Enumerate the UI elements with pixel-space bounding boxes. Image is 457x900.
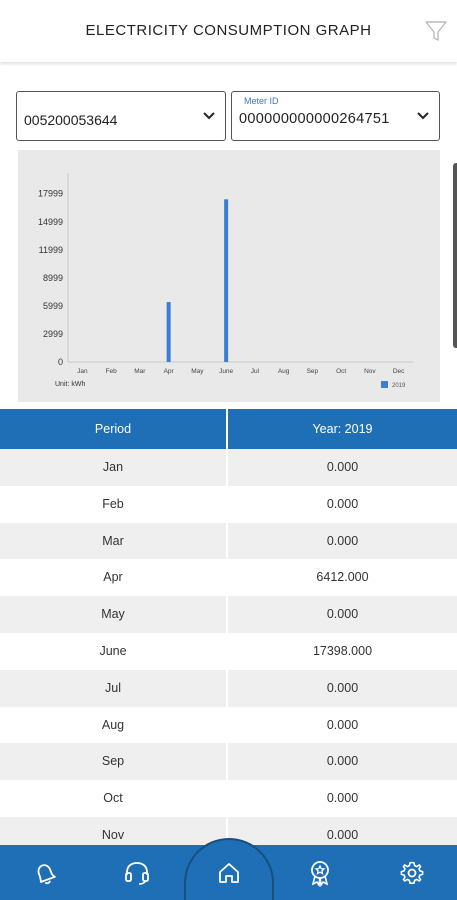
table-row: Feb 0.000 bbox=[0, 485, 457, 523]
y-tick-label: 2999 bbox=[43, 329, 63, 339]
x-tick-label: Feb bbox=[106, 368, 118, 375]
filter-icon[interactable] bbox=[423, 18, 449, 44]
meter-id-dropdown[interactable]: Meter ID 000000000000264751 bbox=[231, 91, 440, 141]
chart-canvas: 0 2999 5999 8999 11999 14999 17999 Jan Feb Mar Apr… bbox=[38, 173, 413, 389]
table-row: Jul 0.000 bbox=[0, 669, 457, 707]
row-divider bbox=[226, 816, 228, 854]
row-divider bbox=[226, 669, 228, 707]
table-header: Period Year: 2019 bbox=[0, 409, 457, 449]
table-row: Sep 0.000 bbox=[0, 743, 457, 781]
table-row: Aug 0.000 bbox=[0, 706, 457, 744]
x-tick-label: Aug bbox=[278, 368, 290, 375]
page-title: ELECTRICITY CONSUMPTION GRAPH bbox=[85, 22, 372, 39]
x-tick-label: Nov bbox=[364, 368, 376, 375]
x-tick-label: Apr bbox=[164, 368, 175, 375]
row-divider bbox=[226, 449, 228, 486]
table-row: June 17398.000 bbox=[0, 632, 457, 670]
consumption-cell: 0.000 bbox=[326, 460, 359, 474]
account-dropdown[interactable]: 005200053644 bbox=[16, 91, 226, 141]
nav-rewards[interactable] bbox=[290, 845, 350, 900]
row-divider bbox=[226, 743, 228, 781]
row-divider bbox=[226, 596, 228, 633]
y-tick-label: 11999 bbox=[39, 245, 63, 255]
consumption-cell: 0.000 bbox=[326, 533, 359, 548]
row-divider bbox=[226, 559, 228, 597]
table-row: Oct 0.000 bbox=[0, 780, 457, 817]
x-tick-label: Dec bbox=[393, 368, 405, 375]
x-tick-label: Oct bbox=[336, 368, 346, 375]
period-cell: Apr bbox=[103, 570, 123, 585]
meter-id-value: 000000000000264751 bbox=[239, 111, 390, 127]
period-cell: Jul bbox=[105, 680, 121, 695]
period-cell: Oct bbox=[103, 791, 123, 806]
consumption-cell: 0.000 bbox=[326, 607, 359, 622]
y-tick-label: 14999 bbox=[38, 217, 63, 227]
consumption-cell: 0.000 bbox=[326, 496, 359, 511]
headset-icon bbox=[125, 861, 149, 885]
legend-label: 2019 bbox=[392, 383, 406, 389]
nav-support[interactable] bbox=[107, 845, 167, 900]
table-body: Jan 0.000 Feb 0.000 Mar 0.000 Apr 6412.000 May 0.… bbox=[0, 449, 457, 854]
chevron-down-icon bbox=[417, 112, 429, 120]
table-row: Apr 6412.000 bbox=[0, 559, 457, 597]
x-tick-label: Sep bbox=[307, 368, 319, 375]
consumption-table: Period Year: 2019 Jan 0.000 Feb 0.000 Mar 0.0… bbox=[0, 409, 457, 854]
table-row: May 0.000 bbox=[0, 596, 457, 633]
period-cell: Feb bbox=[102, 496, 124, 511]
consumption-cell: 0.000 bbox=[326, 791, 359, 806]
nav-home[interactable] bbox=[199, 850, 259, 895]
consumption-cell: 0.000 bbox=[326, 754, 359, 769]
y-tick-label: 5999 bbox=[43, 301, 63, 311]
x-tick-label: Mar bbox=[134, 368, 146, 375]
legend-swatch bbox=[381, 381, 388, 388]
x-tick-label: Jul bbox=[251, 368, 260, 375]
bar-apr bbox=[166, 302, 171, 362]
period-cell: Mar bbox=[102, 533, 124, 548]
period-cell: May bbox=[101, 607, 125, 622]
row-divider bbox=[226, 706, 228, 744]
row-divider bbox=[226, 522, 228, 560]
header-divider bbox=[226, 409, 228, 449]
nav-settings[interactable] bbox=[382, 845, 442, 900]
table-row: Jan 0.000 bbox=[0, 449, 457, 486]
consumption-cell: 0.000 bbox=[326, 827, 359, 842]
unit-label: Unit: kWh bbox=[55, 381, 85, 388]
column-header-year: Year: 2019 bbox=[312, 422, 373, 436]
row-divider bbox=[226, 485, 228, 523]
table-row: Mar 0.000 bbox=[0, 522, 457, 560]
consumption-cell: 0.000 bbox=[326, 680, 359, 695]
side-scroll-handle[interactable] bbox=[453, 163, 457, 348]
consumption-cell: 17398.000 bbox=[312, 643, 373, 658]
row-divider bbox=[226, 780, 228, 817]
column-header-period: Period bbox=[94, 422, 132, 436]
period-cell: June bbox=[99, 643, 127, 658]
bell-icon bbox=[37, 863, 56, 884]
x-tick-label: Jan bbox=[77, 368, 88, 375]
x-tick-label: May bbox=[191, 368, 204, 375]
period-cell: Nov bbox=[101, 827, 125, 842]
app-header: ELECTRICITY CONSUMPTION GRAPH bbox=[0, 0, 457, 62]
period-cell: Aug bbox=[101, 717, 125, 732]
consumption-cell: 0.000 bbox=[326, 717, 359, 732]
consumption-cell: 6412.000 bbox=[316, 570, 369, 585]
account-dropdown-value: 005200053644 bbox=[24, 112, 118, 128]
consumption-chart: 0 2999 5999 8999 11999 14999 17999 Jan Feb Mar Apr… bbox=[18, 150, 440, 402]
nav-notifications[interactable] bbox=[15, 845, 75, 900]
row-divider bbox=[226, 632, 228, 670]
x-tick-label: June bbox=[219, 368, 233, 375]
gear-icon bbox=[400, 861, 424, 884]
y-tick-label: 8999 bbox=[43, 273, 63, 283]
meter-id-label: Meter ID bbox=[244, 96, 279, 106]
home-icon bbox=[219, 862, 239, 883]
period-cell: Jan bbox=[102, 460, 124, 474]
chevron-down-icon bbox=[203, 112, 215, 120]
bar-june bbox=[224, 199, 229, 362]
y-tick-label: 0 bbox=[58, 357, 63, 367]
y-tick-label: 17999 bbox=[38, 189, 63, 199]
period-cell: Sep bbox=[101, 754, 125, 769]
award-icon bbox=[311, 860, 329, 887]
